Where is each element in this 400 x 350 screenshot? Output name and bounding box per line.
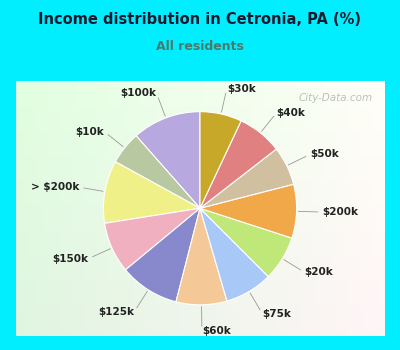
- Text: $20k: $20k: [305, 267, 333, 277]
- Wedge shape: [200, 208, 268, 301]
- Text: $150k: $150k: [52, 254, 88, 264]
- Text: $50k: $50k: [310, 149, 339, 159]
- Text: $60k: $60k: [202, 326, 231, 336]
- Wedge shape: [104, 162, 200, 223]
- Text: $100k: $100k: [121, 89, 157, 98]
- Text: Income distribution in Cetronia, PA (%): Income distribution in Cetronia, PA (%): [38, 12, 362, 27]
- Text: $75k: $75k: [262, 309, 291, 319]
- Wedge shape: [115, 136, 200, 208]
- Text: $200k: $200k: [323, 207, 359, 217]
- Wedge shape: [200, 184, 296, 238]
- Text: $125k: $125k: [98, 307, 134, 317]
- Text: City-Data.com: City-Data.com: [299, 93, 373, 103]
- Wedge shape: [200, 208, 292, 276]
- Wedge shape: [200, 112, 241, 208]
- Text: All residents: All residents: [156, 40, 244, 53]
- Text: $30k: $30k: [227, 84, 256, 93]
- Wedge shape: [200, 149, 294, 208]
- Wedge shape: [200, 121, 276, 208]
- Wedge shape: [104, 208, 200, 270]
- Text: > $200k: > $200k: [31, 182, 79, 192]
- Wedge shape: [136, 112, 200, 208]
- Wedge shape: [126, 208, 200, 302]
- Text: $10k: $10k: [76, 127, 104, 136]
- Text: $40k: $40k: [277, 107, 306, 118]
- Wedge shape: [176, 208, 227, 305]
